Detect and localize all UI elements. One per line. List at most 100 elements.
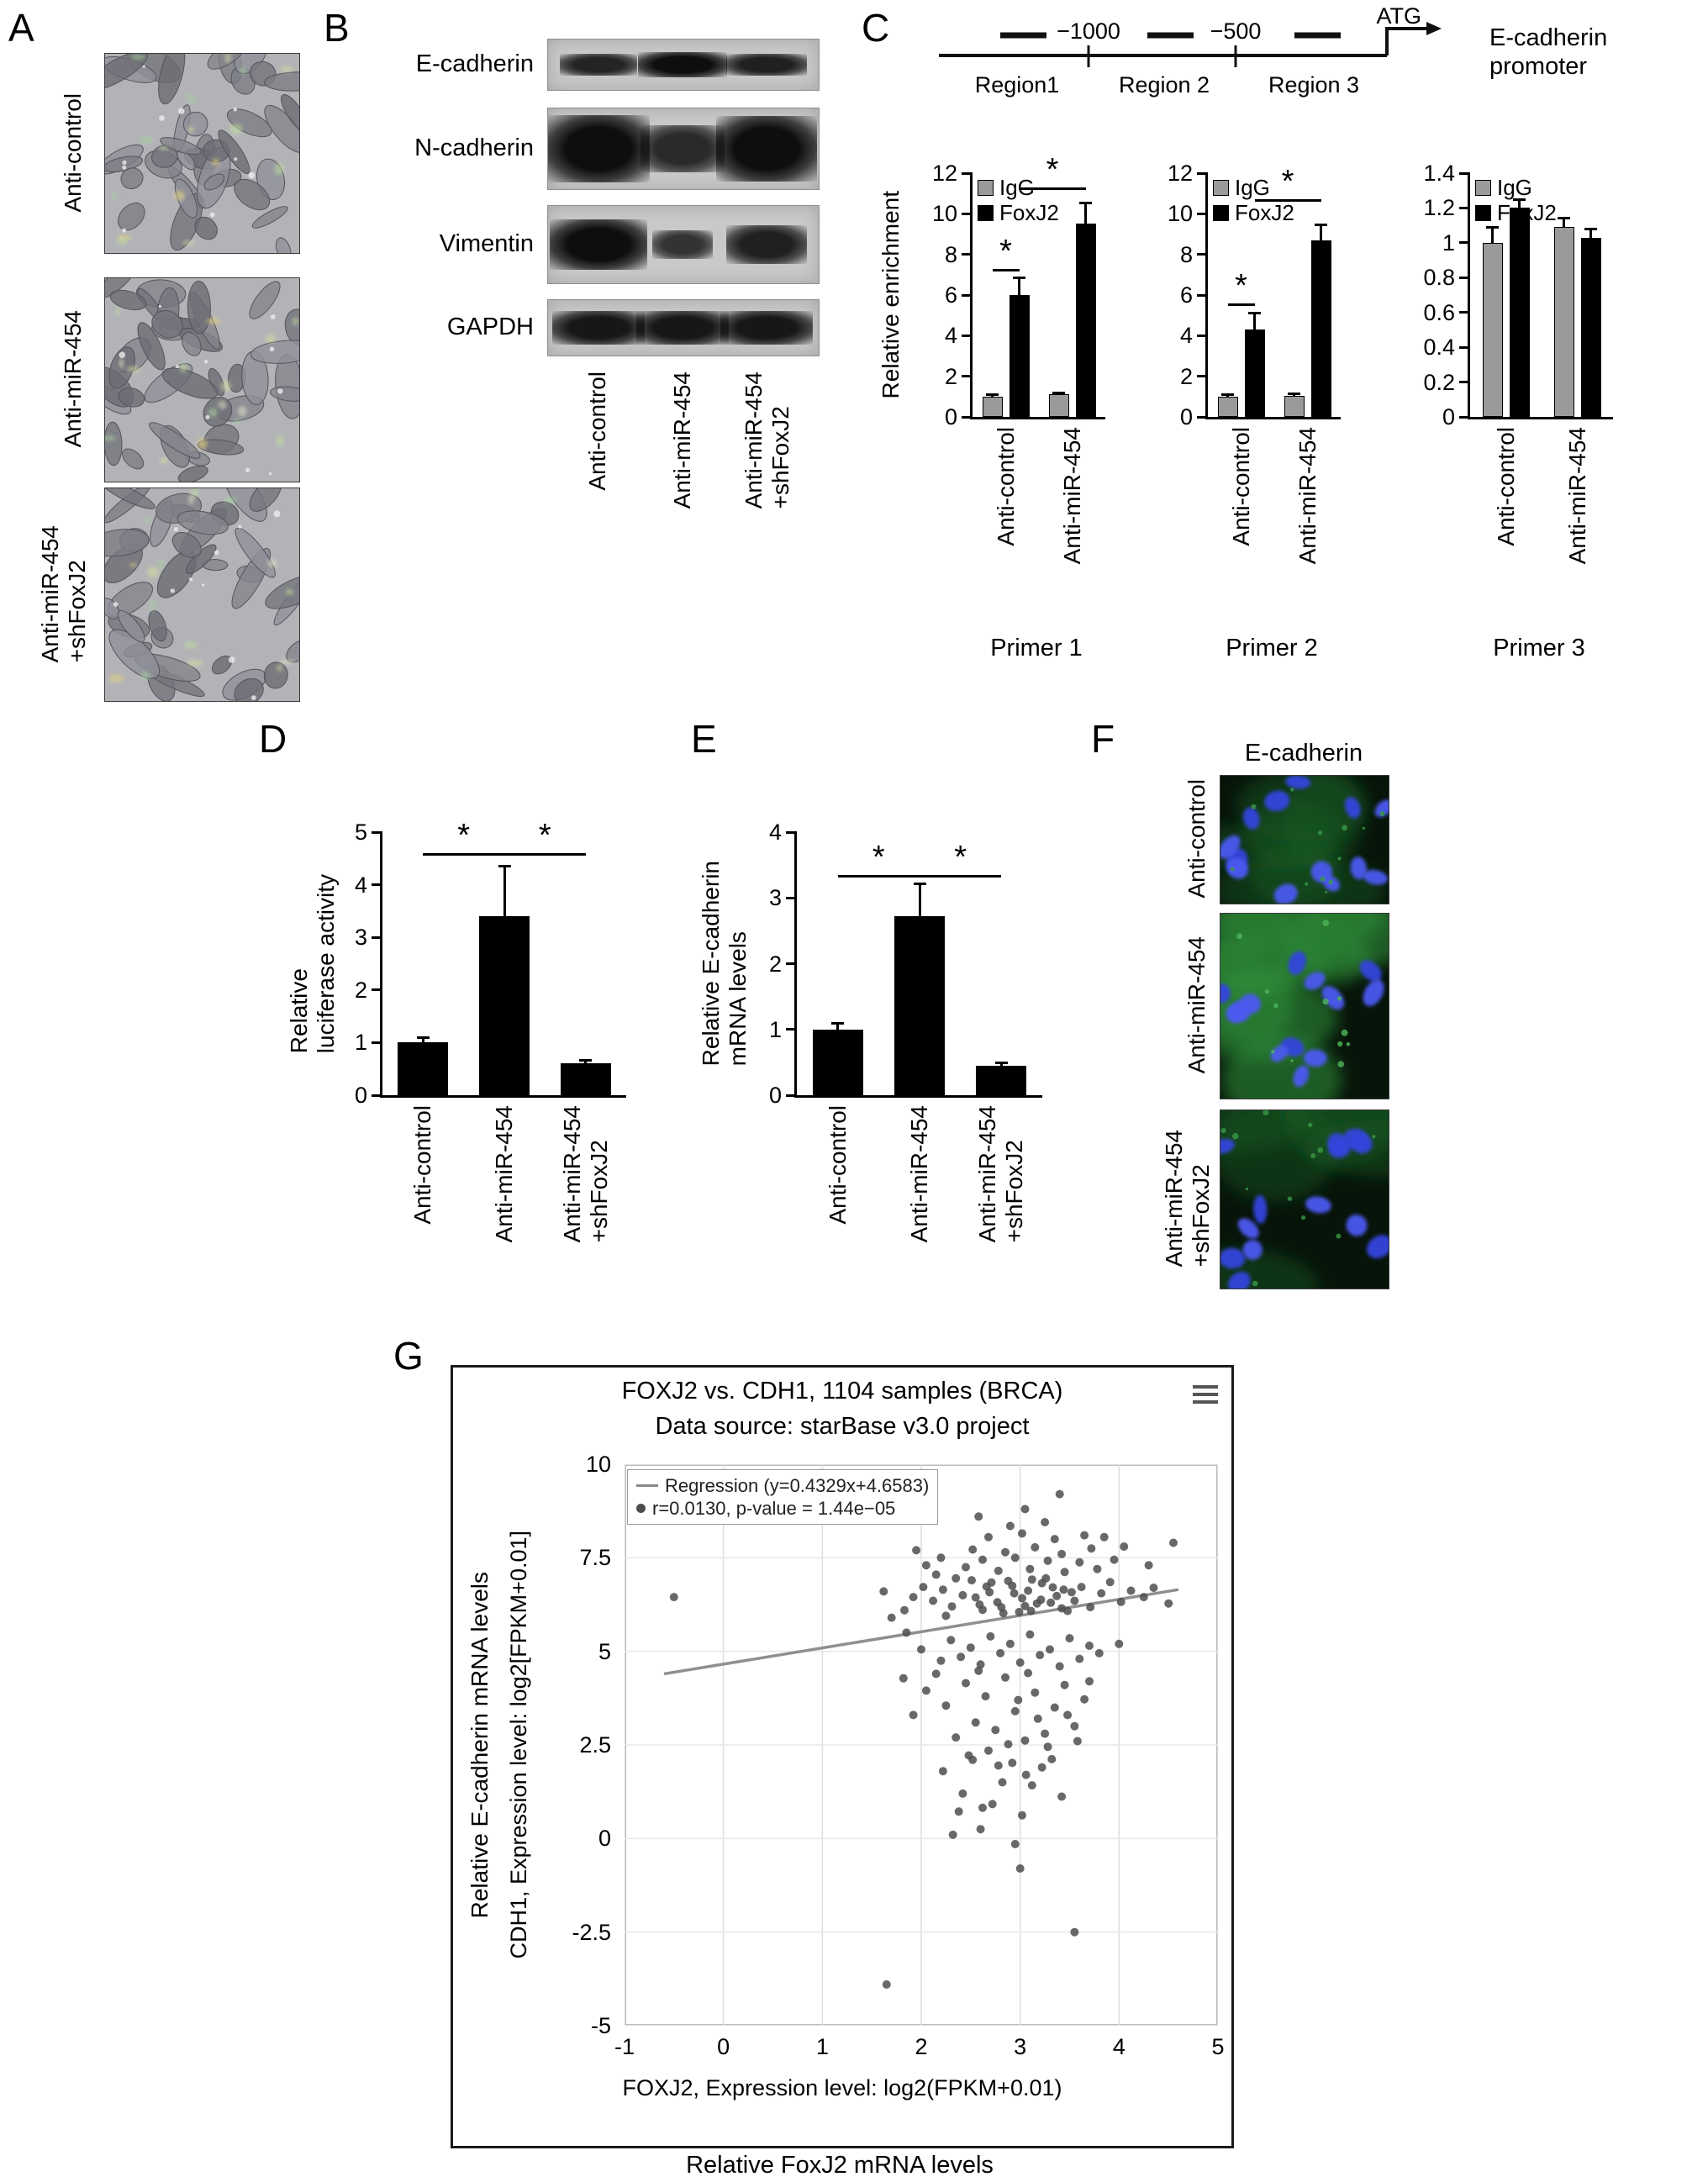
error-bar-cap	[498, 865, 511, 868]
scatter-outer-ylabel: Relative E-cadherin mRNA levels	[461, 1464, 498, 2026]
label-text: Anti-miR-454 +shFoxJ2	[558, 1105, 612, 1243]
x-category-label: Anti-miR-454	[1294, 427, 1321, 568]
protein-band	[640, 125, 725, 172]
significance-line	[1019, 187, 1086, 190]
y-tick	[1459, 241, 1470, 245]
significance-line	[423, 853, 504, 856]
y-tick-label: 0	[354, 1083, 367, 1108]
panel-f-letter: F	[1091, 717, 1115, 761]
y-tick-label: 3	[768, 885, 782, 911]
error-bar	[584, 1060, 588, 1064]
x-category-label: Anti-miR-454 +shFoxJ2	[974, 1105, 1028, 1246]
error-bar-cap	[416, 1036, 430, 1039]
y-tick	[786, 830, 797, 834]
legend-item: IgG	[1475, 175, 1557, 200]
legend-item: IgG	[1213, 175, 1294, 200]
error-bar	[1320, 224, 1322, 240]
significance-line	[1227, 303, 1255, 306]
panel-a-label-anti-mir454: Anti-miR-454	[49, 277, 98, 481]
error-bar	[1491, 227, 1494, 243]
label-text: Anti-miR-454	[669, 372, 695, 509]
y-tick-label: 4	[944, 323, 957, 349]
y-tick-label: 12	[931, 161, 957, 186]
bar	[976, 1065, 1027, 1095]
primer1-title: Primer 1	[990, 635, 1083, 661]
immunofluorescence-anti-mir454	[1220, 913, 1389, 1099]
y-tick-label: 5	[598, 1638, 611, 1664]
x-category-label: Anti-miR-454	[491, 1105, 518, 1246]
error-bar	[503, 866, 506, 917]
label-text: Anti-miR-454 +shFoxJ2	[974, 1105, 1028, 1243]
scatter-legend: Regression (y=0.4329x+4.6583) r=0.0130, …	[627, 1469, 939, 1525]
micrograph-anti-mir454	[104, 277, 300, 482]
panel-f-label-anti-mir454-shfoxj2: Anti-miR-454 +shFoxJ2	[1160, 1109, 1215, 1288]
y-tick	[1197, 375, 1208, 378]
label-text: Anti-miR-454	[906, 1105, 932, 1243]
blot-row-gapdh	[547, 299, 820, 356]
protein-band	[560, 54, 637, 76]
protein-band	[720, 311, 813, 345]
error-bar	[1518, 199, 1521, 208]
significance-line	[504, 853, 586, 856]
legend-label: FoxJ2	[1235, 200, 1294, 225]
panel-d-letter: D	[259, 717, 287, 761]
y-tick-label: 0.2	[1423, 369, 1455, 395]
y-tick-label: 1.2	[1423, 195, 1455, 221]
bar	[982, 396, 1003, 417]
y-tick	[1459, 171, 1470, 175]
primer2-plot: 0 2 4 6 8 10 12 Anti-control Anti-miR-454 IgG FoxJ…	[1168, 161, 1341, 564]
scatter-ylabel: CDH1, Expression level: log2[FPKM+0.01]	[500, 1464, 537, 2026]
panel-a-label-anti-mir454-shfoxj2: Anti-miR-454 +shFoxJ2	[29, 488, 99, 700]
label-text: Anti-miR-454	[1183, 936, 1210, 1074]
bar	[1553, 227, 1574, 417]
legend: IgG FoxJ2	[1475, 175, 1557, 225]
y-tick-label: 10	[1167, 201, 1193, 227]
error-bar-cap	[1513, 198, 1526, 201]
y-tick	[1197, 171, 1208, 175]
y-tick-label: 6	[1179, 282, 1193, 308]
mrna-plot: 0 1 2 3 4 Anti-control Anti-miR-454 Anti-miR-45…	[769, 820, 1042, 1242]
promoter-tick-label-1000: −1000	[1057, 18, 1120, 44]
y-tick-label: 10	[585, 1452, 611, 1477]
label-text: Anti-miR-454	[1563, 427, 1590, 565]
error-bar-cap	[1288, 393, 1300, 396]
error-bar-cap	[1315, 224, 1327, 227]
blot-band-label-ncadherin: N-cadherin	[414, 134, 534, 161]
promoter-right-label: E-cadherin promoter	[1489, 24, 1608, 80]
y-tick	[372, 988, 382, 992]
x-tick-label: 2	[915, 2034, 928, 2059]
scatter-outer-xlabel: Relative FoxJ2 mRNA levels	[686, 2152, 994, 2179]
atg-label: ATG	[1377, 3, 1422, 29]
y-tick	[962, 253, 973, 256]
protein-band	[636, 311, 729, 345]
bar	[1509, 208, 1530, 417]
protein-band	[716, 116, 817, 182]
y-tick	[1459, 311, 1470, 314]
y-tick-label: 8	[944, 241, 957, 267]
label-text: Anti-control	[584, 372, 610, 491]
y-tick-label: 4	[354, 872, 367, 898]
blot-row-ecadherin	[547, 39, 820, 91]
promoter-tick-label-500: −500	[1210, 18, 1262, 44]
immunofluorescence-anti-control	[1220, 775, 1389, 904]
x-category-label: Anti-miR-454	[1564, 427, 1591, 568]
label-text: Anti-miR-454	[60, 310, 86, 448]
y-tick-label: 2.5	[579, 1732, 611, 1758]
significance-star: *	[872, 839, 885, 875]
scatter-subtitle: Data source: starBase v3.0 project	[655, 1413, 1030, 1440]
chart-menu-icon[interactable]	[1193, 1381, 1218, 1408]
y-tick	[372, 1041, 382, 1044]
y-tick-label: 6	[944, 282, 957, 308]
x-tick-label: 4	[1112, 2034, 1125, 2059]
protein-band	[548, 115, 650, 182]
y-tick	[1459, 206, 1470, 209]
error-bar-cap	[1558, 217, 1570, 220]
y-tick-label: 4	[1179, 323, 1193, 349]
y-tick	[1197, 334, 1208, 337]
significance-star: *	[538, 818, 551, 854]
panel-f-title: E-cadherin	[1244, 740, 1363, 767]
y-tick-label: 0	[1442, 404, 1455, 430]
scatter-xlabel: FOXJ2, Expression level: log2(FPKM+0.01)	[622, 2075, 1062, 2100]
legend-item: FoxJ2	[1475, 200, 1557, 225]
bar	[1244, 329, 1265, 417]
